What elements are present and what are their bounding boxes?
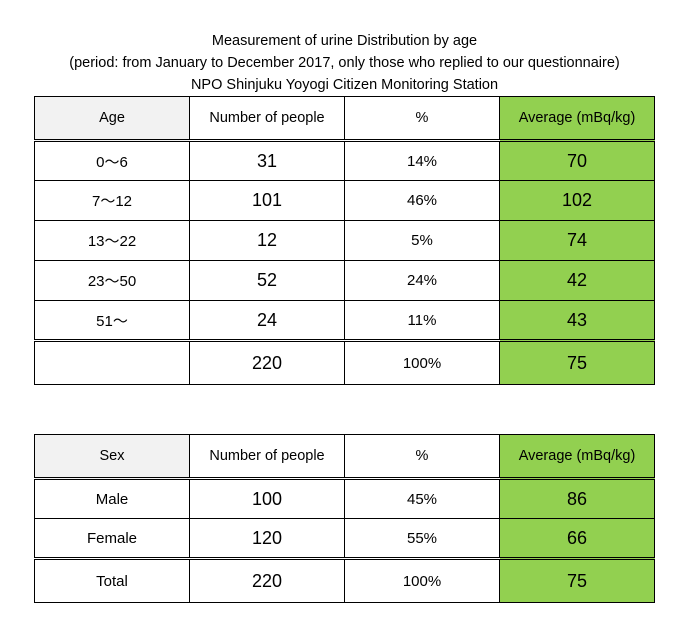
age-label: 0～6 bbox=[34, 140, 190, 181]
total-percent: 100% bbox=[344, 339, 500, 385]
total-label bbox=[34, 339, 190, 385]
average-value: 70 bbox=[499, 140, 655, 181]
title-line-3: NPO Shinjuku Yoyogi Citizen Monitoring S… bbox=[190, 77, 499, 93]
people-count: 31 bbox=[189, 140, 345, 181]
table-header-row: Age Number of people % Average (mBq/kg) bbox=[34, 96, 655, 142]
average-value: 66 bbox=[499, 518, 655, 559]
total-count: 220 bbox=[189, 557, 345, 603]
total-percent: 100% bbox=[344, 557, 500, 603]
sex-distribution-table: Sex Number of people % Average (mBq/kg) … bbox=[34, 434, 655, 603]
average-value: 86 bbox=[499, 478, 655, 519]
percent-value: 11% bbox=[344, 300, 500, 341]
header-number-of-people: Number of people bbox=[189, 96, 345, 142]
header-average: Average (mBq/kg) bbox=[499, 96, 655, 142]
age-label: 13～22 bbox=[34, 220, 190, 261]
people-count: 24 bbox=[189, 300, 345, 341]
sex-label: Male bbox=[34, 478, 190, 519]
total-average: 75 bbox=[499, 557, 655, 603]
header-number-of-people: Number of people bbox=[189, 434, 345, 480]
table-row: 23～50 52 24% 42 bbox=[34, 260, 655, 301]
percent-value: 24% bbox=[344, 260, 500, 301]
average-value: 42 bbox=[499, 260, 655, 301]
people-count: 120 bbox=[189, 518, 345, 559]
percent-value: 14% bbox=[344, 140, 500, 181]
sex-label: Female bbox=[34, 518, 190, 559]
percent-value: 46% bbox=[344, 180, 500, 221]
total-average: 75 bbox=[499, 339, 655, 385]
header-percent: % bbox=[344, 96, 500, 142]
table-row: 0～6 31 14% 70 bbox=[34, 140, 655, 181]
table-total-row: 220 100% 75 bbox=[34, 339, 655, 385]
header-percent: % bbox=[344, 434, 500, 480]
people-count: 52 bbox=[189, 260, 345, 301]
table-header-row: Sex Number of people % Average (mBq/kg) bbox=[34, 434, 655, 480]
table-row: 7～12 101 46% 102 bbox=[34, 180, 655, 221]
table-row: Male 100 45% 86 bbox=[34, 478, 655, 519]
percent-value: 55% bbox=[344, 518, 500, 559]
people-count: 12 bbox=[189, 220, 345, 261]
table-row: 13～22 12 5% 74 bbox=[34, 220, 655, 261]
people-count: 100 bbox=[189, 478, 345, 519]
header-average: Average (mBq/kg) bbox=[499, 434, 655, 480]
table-row: Female 120 55% 66 bbox=[34, 518, 655, 559]
age-distribution-table: Age Number of people % Average (mBq/kg) … bbox=[34, 96, 655, 385]
title-block: Measurement of urine Distribution by age… bbox=[0, 30, 689, 96]
header-age: Age bbox=[34, 96, 190, 142]
total-count: 220 bbox=[189, 339, 345, 385]
average-value: 74 bbox=[499, 220, 655, 261]
age-label: 23～50 bbox=[34, 260, 190, 301]
total-label: Total bbox=[34, 557, 190, 603]
header-sex: Sex bbox=[34, 434, 190, 480]
table-row: 51～ 24 11% 43 bbox=[34, 300, 655, 341]
percent-value: 45% bbox=[344, 478, 500, 519]
title-line-1: Measurement of urine Distribution by age bbox=[211, 33, 478, 49]
people-count: 101 bbox=[189, 180, 345, 221]
title-line-2: (period: from January to December 2017, … bbox=[69, 55, 620, 71]
percent-value: 5% bbox=[344, 220, 500, 261]
age-label: 7～12 bbox=[34, 180, 190, 221]
average-value: 102 bbox=[499, 180, 655, 221]
table-total-row: Total 220 100% 75 bbox=[34, 557, 655, 603]
average-value: 43 bbox=[499, 300, 655, 341]
age-label: 51～ bbox=[34, 300, 190, 341]
